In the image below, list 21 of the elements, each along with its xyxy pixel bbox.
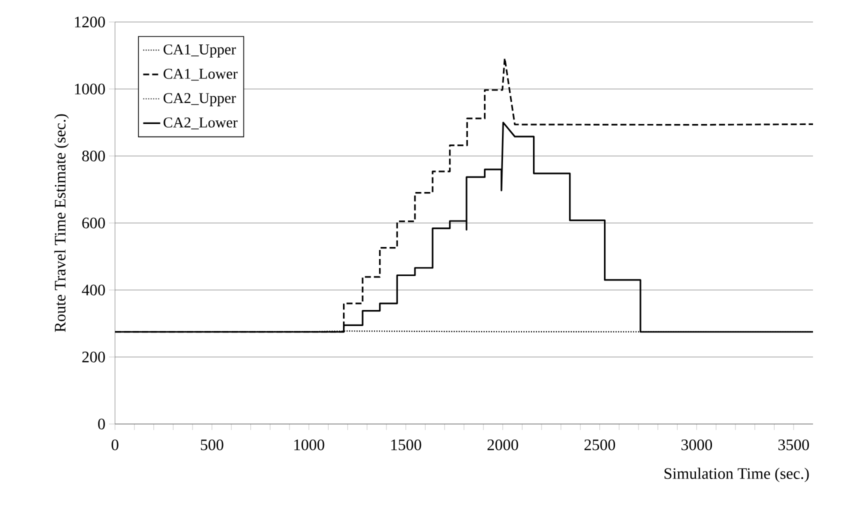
- legend-label: CA1_Upper: [164, 44, 236, 58]
- x-tick-label: 3000: [682, 439, 712, 450]
- y-tick-label: 1200: [75, 16, 105, 28]
- x-tick-label: 1500: [391, 439, 422, 450]
- x-tick-label: 0: [112, 439, 118, 450]
- y-tick-label: 200: [82, 352, 105, 362]
- x-tick-label: 2500: [584, 439, 616, 450]
- legend-label: CA2_Lower: [164, 117, 238, 130]
- x-tick-label: 3500: [778, 439, 809, 450]
- y-tick-label: 800: [82, 150, 105, 162]
- y-tick-label: 1000: [75, 84, 105, 94]
- legend-label: CA2_Upper: [164, 93, 236, 106]
- x-tick-label: 500: [200, 439, 224, 450]
- x-tick-label: 1000: [294, 439, 324, 450]
- y-tick-label: 400: [82, 284, 105, 296]
- y-tick-label: 600: [82, 218, 105, 228]
- y-axis-title: Route Travel Time Estimate (sec.): [54, 114, 69, 332]
- x-axis-title: Simulation Time (sec.): [664, 468, 809, 482]
- y-tick-label: 0: [98, 418, 105, 430]
- legend-label: CA1_Lower: [164, 68, 238, 81]
- x-tick-label: 2000: [488, 439, 518, 450]
